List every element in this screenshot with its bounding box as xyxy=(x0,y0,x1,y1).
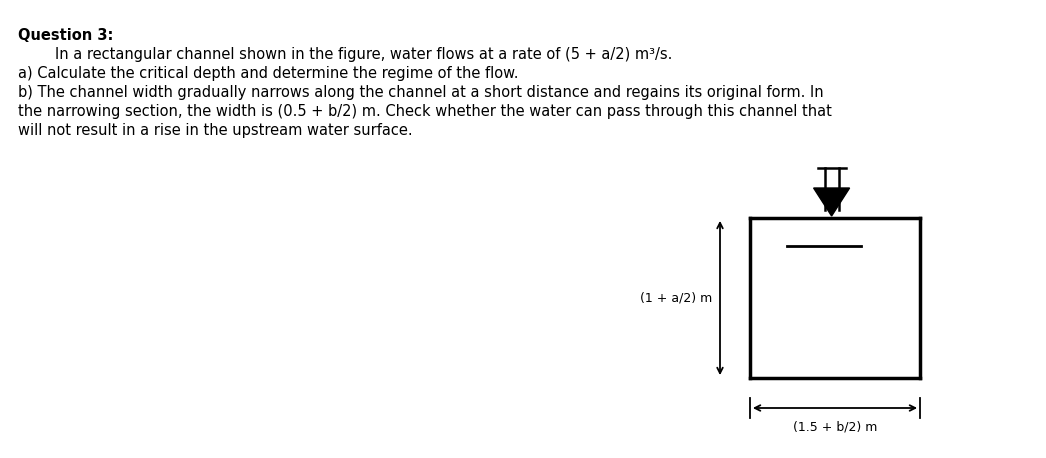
Text: a) Calculate the critical depth and determine the regime of the flow.: a) Calculate the critical depth and dete… xyxy=(18,66,519,81)
Text: (1.5 + b/2) m: (1.5 + b/2) m xyxy=(793,420,878,433)
Text: b) The channel width gradually narrows along the channel at a short distance and: b) The channel width gradually narrows a… xyxy=(18,85,823,100)
Polygon shape xyxy=(814,188,849,216)
Text: In a rectangular channel shown in the figure, water flows at a rate of (5 + a/2): In a rectangular channel shown in the fi… xyxy=(18,47,673,62)
Text: the narrowing section, the width is (0.5 + b/2) m. Check whether the water can p: the narrowing section, the width is (0.5… xyxy=(18,104,832,119)
Text: (1 + a/2) m: (1 + a/2) m xyxy=(640,291,712,305)
Text: Question 3:: Question 3: xyxy=(18,28,113,43)
Text: will not result in a rise in the upstream water surface.: will not result in a rise in the upstrea… xyxy=(18,123,412,138)
